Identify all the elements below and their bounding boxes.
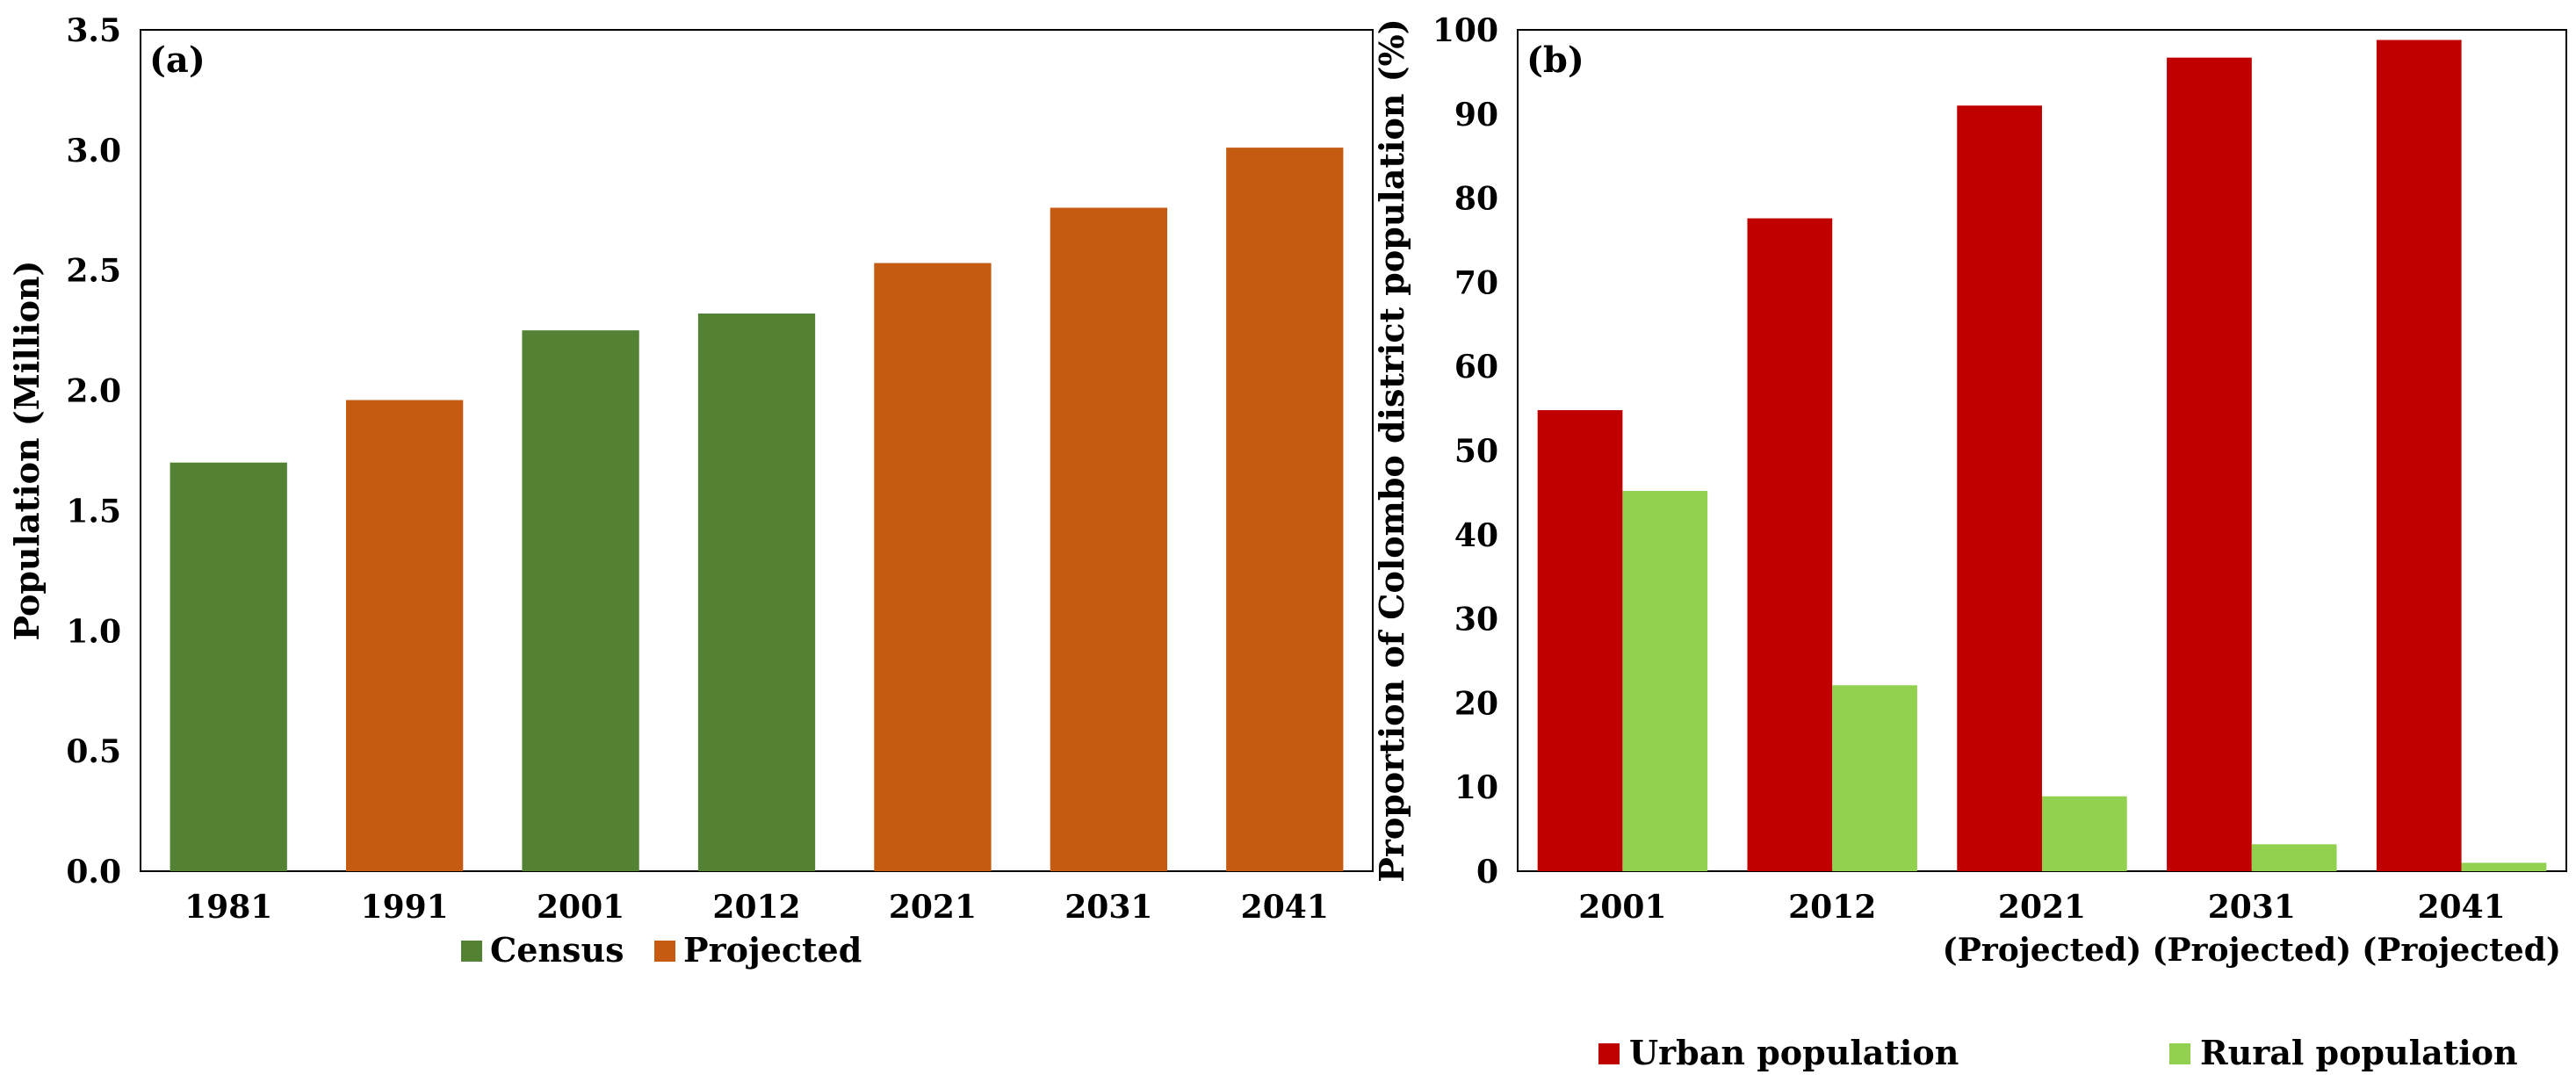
chart-a-y-tick-label: 2.0 <box>66 373 121 410</box>
chart-a-bar-2031 <box>1050 207 1167 871</box>
chart-b-bar-urban-2031 <box>2167 57 2252 871</box>
legend-projected-swatch <box>654 941 675 962</box>
chart-a-x-tick-label: 2041 <box>1241 889 1329 926</box>
chart-a-bar-1981 <box>170 462 287 871</box>
chart-b-x-tick-label: 2012 <box>1788 889 1876 926</box>
chart-a-y-tick-label: 1.5 <box>66 493 121 530</box>
chart-b-x-tick-sublabel: (Projected) <box>1943 932 2142 969</box>
chart-b-bar-urban-2021 <box>1957 105 2042 872</box>
chart-b-legend: Urban population Rural population <box>1598 1033 2518 1072</box>
chart-b-y-tick-label: 20 <box>1454 685 1498 722</box>
chart-b-bar-rural-2041 <box>2461 862 2547 871</box>
chart-b-y-tick-label: 80 <box>1454 181 1498 218</box>
chart-a-x-tick-label: 2031 <box>1064 889 1152 926</box>
chart-a-y-tick-label: 3.0 <box>66 133 121 169</box>
chart-b-y-tick-label: 0 <box>1476 854 1498 891</box>
chart-b-y-tick-label: 40 <box>1454 517 1498 554</box>
chart-a-y-tick-label: 0.0 <box>66 854 121 891</box>
chart-a-legend: Census Projected <box>461 930 862 970</box>
chart-a-y-axis-label: Population (Million) <box>7 260 47 640</box>
chart-b-x-tick-label: 2001 <box>1578 889 1666 926</box>
chart-a-bar-1991 <box>346 400 464 871</box>
chart-b-panel-label: (b) <box>1526 40 1584 81</box>
legend-urban-swatch <box>1598 1043 1620 1064</box>
chart-a-y-tick-label: 1.0 <box>66 613 121 650</box>
chart-b-x-tick-sublabel: (Projected) <box>2362 932 2561 969</box>
chart-b-x-tick-label: 2041 <box>2417 889 2505 926</box>
chart-b-bar-urban-2041 <box>2376 40 2462 872</box>
chart-a-x-tick-label: 1981 <box>184 889 272 926</box>
chart-b-bar-urban-2001 <box>1537 410 1623 871</box>
chart-a-bar-2021 <box>874 263 992 871</box>
chart-b-bar-rural-2021 <box>2042 796 2127 871</box>
legend-rural-swatch <box>2169 1043 2190 1064</box>
chart-a-x-tick-label: 2012 <box>712 889 800 926</box>
chart-a-y-tick-label: 2.5 <box>66 253 121 290</box>
chart-a-y-tick-label: 3.5 <box>66 12 121 49</box>
chart-a-panel-label: (a) <box>149 40 206 81</box>
chart-b-bar-urban-2012 <box>1747 218 1833 872</box>
chart-b-y-axis-label: Proportion of Colombo district populatio… <box>1372 18 1411 882</box>
chart-b-y-tick-label: 60 <box>1454 349 1498 386</box>
legend-urban-label: Urban population <box>1629 1033 1959 1072</box>
chart-b-bar-rural-2012 <box>1832 685 1917 871</box>
chart-b-x-tick-sublabel: (Projected) <box>2152 932 2351 969</box>
chart-a-x-tick-label: 2021 <box>889 889 977 926</box>
chart-a-y-tick-label: 0.5 <box>66 733 121 770</box>
chart-b-y-tick-label: 100 <box>1432 12 1498 49</box>
legend-projected-label: Projected <box>683 930 862 970</box>
chart-b: (b) Proportion of Colombo district popul… <box>1372 12 2567 1072</box>
chart-b-y-tick-label: 50 <box>1454 433 1498 470</box>
chart-b-x-tick-label: 2031 <box>2208 889 2296 926</box>
chart-b-y-tick-label: 30 <box>1454 602 1498 638</box>
chart-a-bar-2001 <box>522 330 639 872</box>
chart-a-bar-2012 <box>697 313 816 871</box>
chart-a-x-tick-label: 1991 <box>361 889 449 926</box>
legend-census-label: Census <box>490 930 624 970</box>
chart-b-y-tick-label: 10 <box>1454 769 1498 806</box>
chart-b-x-tick-label: 2021 <box>1998 889 2086 926</box>
legend-census-swatch <box>461 941 482 962</box>
chart-b-bar-rural-2001 <box>1622 490 1708 871</box>
legend-rural-label: Rural population <box>2200 1033 2518 1072</box>
chart-a-x-tick-label: 2001 <box>537 889 624 926</box>
chart-a: (a) Population (Million) 0.0 0.5 1.0 1.5 2.0… <box>7 12 1374 970</box>
chart-b-y-tick-label: 70 <box>1454 264 1498 301</box>
chart-b-bar-rural-2031 <box>2251 844 2337 871</box>
chart-a-bar-2041 <box>1226 148 1344 871</box>
chart-b-y-tick-label: 90 <box>1454 97 1498 133</box>
